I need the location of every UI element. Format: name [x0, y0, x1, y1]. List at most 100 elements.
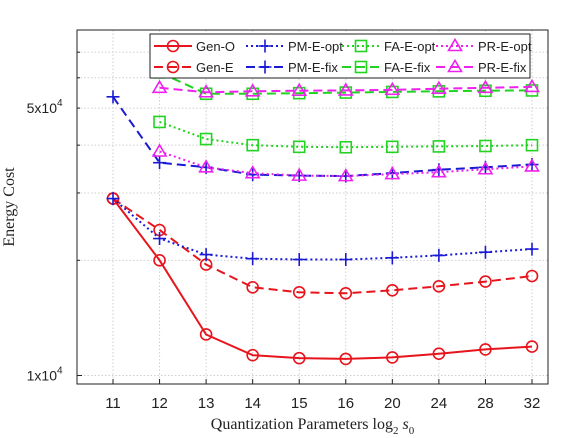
legend-entry-fa-e-fix: FA-E-fix: [342, 60, 431, 75]
legend-marker: [447, 58, 463, 73]
data-point-pm-e-opt: [385, 251, 399, 265]
x-tick-label: 12: [151, 395, 168, 412]
data-point-fa-e-opt: [339, 140, 353, 154]
series-pm-e-fix: [106, 90, 539, 183]
data-point-pr-e-opt: [430, 164, 447, 178]
data-point-pm-e-opt: [199, 248, 213, 262]
y-tick-label: 5x10: [27, 100, 58, 116]
data-point-pm-e-opt: [525, 242, 539, 256]
data-point-pr-e-fix: [244, 83, 261, 97]
data-point-gen-o: [525, 340, 539, 353]
data-point-gen-e: [246, 281, 259, 294]
legend-entry-gen-e: Gen-E: [154, 60, 234, 75]
data-point-pm-e-fix: [106, 90, 120, 104]
data-point-gen-e: [432, 280, 446, 293]
legend-label: PM-E-fix: [288, 60, 338, 75]
series-gen-e: [106, 192, 539, 300]
legend-entry-fa-e-opt: FA-E-opt: [342, 39, 436, 54]
series-gen-o: [106, 192, 539, 366]
legend-entry-pr-e-fix: PR-E-fix: [436, 58, 527, 75]
legend-entry-pr-e-opt: PR-E-opt: [436, 37, 532, 54]
legend-label: FA-E-fix: [384, 60, 431, 75]
legend-label: FA-E-opt: [384, 39, 436, 54]
data-point-pr-e-fix: [291, 82, 308, 97]
x-tick-label: 16: [337, 395, 354, 412]
data-point-gen-e: [386, 283, 399, 297]
data-point-gen-o: [153, 254, 166, 267]
data-point-pm-e-fix: [153, 156, 167, 170]
legend: Gen-O PM-E-opt FA-E-opt PR-E-opt Gen-E PM-E-f…: [149, 33, 532, 79]
series-layer: [106, 66, 540, 366]
series-line-fa-e-opt: [159, 120, 533, 149]
x-tick-label: 11: [105, 395, 121, 412]
series-pr-e-fix: [151, 78, 540, 98]
series-line-pm-e-fix: [112, 96, 533, 178]
series-line-fa-e-fix: [159, 71, 533, 95]
data-point-gen-o: [199, 328, 213, 341]
data-point-pm-e-opt: [478, 245, 492, 259]
y-tick-exponent: 4: [57, 365, 63, 376]
legend-marker: [166, 39, 180, 53]
x-tick-label: 24: [431, 395, 448, 412]
legend-box: [149, 33, 531, 79]
data-point-gen-o: [339, 352, 353, 366]
data-point-fa-e-opt: [153, 115, 166, 129]
legend-label: PR-E-fix: [478, 60, 527, 75]
data-point-gen-e: [525, 269, 539, 283]
series-pr-e-opt: [151, 143, 540, 182]
x-tick-label: 15: [291, 395, 308, 412]
data-point-gen-o: [292, 351, 306, 365]
data-point-fa-e-opt: [525, 138, 539, 152]
data-point-gen-o: [386, 351, 399, 364]
x-tick-label: 28: [477, 395, 494, 412]
data-point-pr-e-fix: [430, 80, 447, 94]
data-point-pm-e-opt: [153, 232, 167, 246]
series-line-pm-e-opt: [112, 197, 533, 261]
data-point-fa-e-opt: [199, 132, 213, 146]
data-point-gen-e: [339, 286, 353, 300]
legend-label: PM-E-opt: [288, 39, 343, 54]
data-point-pm-e-opt: [432, 248, 446, 262]
data-point-fa-e-opt: [246, 138, 259, 152]
data-point-pr-e-opt: [477, 161, 494, 175]
data-point-pr-e-opt: [198, 159, 215, 173]
series-line-gen-o: [112, 197, 533, 360]
data-point-fa-e-opt: [386, 140, 399, 154]
legend-marker: [354, 60, 368, 74]
data-point-pm-e-opt: [339, 252, 353, 266]
data-point-pr-e-opt: [291, 167, 308, 181]
y-axis-label: Energy Cost: [1, 167, 18, 247]
legend-marker: [166, 60, 180, 74]
y-tick-exponent: 4: [57, 98, 63, 109]
data-point-gen-o: [479, 343, 492, 356]
data-point-pr-e-fix: [477, 79, 494, 94]
data-point-pm-e-opt: [246, 252, 260, 266]
data-point-pr-e-fix: [198, 84, 215, 98]
data-point-pr-e-fix: [151, 79, 168, 94]
series-fa-e-opt: [153, 115, 539, 154]
legend-marker: [354, 39, 368, 53]
series-line-gen-e: [112, 197, 533, 295]
series-pm-e-opt: [106, 192, 539, 266]
grid-lines: [77, 29, 548, 384]
x-axis-label: Quantization Parameters log2 s0: [211, 416, 415, 437]
data-point-gen-e: [292, 285, 306, 299]
data-point-pr-e-fix: [384, 81, 401, 96]
legend-label: PR-E-opt: [478, 39, 532, 54]
data-point-pr-e-opt: [384, 166, 401, 180]
data-point-gen-o: [246, 348, 259, 362]
data-point-fa-e-opt: [432, 140, 446, 153]
data-point-pr-e-opt: [524, 158, 540, 172]
legend-label: Gen-O: [196, 39, 235, 54]
data-point-pr-e-opt: [151, 143, 168, 157]
legend-entry-pm-e-opt: PM-E-opt: [246, 39, 343, 54]
series-line-pr-e-fix: [159, 85, 533, 94]
data-point-gen-e: [479, 275, 492, 288]
plot-frame: [76, 29, 549, 385]
x-tick-label: 32: [524, 395, 541, 412]
x-tick-label: 20: [384, 395, 401, 412]
data-point-pr-e-opt: [337, 168, 354, 182]
data-point-pr-e-fix: [524, 78, 540, 93]
